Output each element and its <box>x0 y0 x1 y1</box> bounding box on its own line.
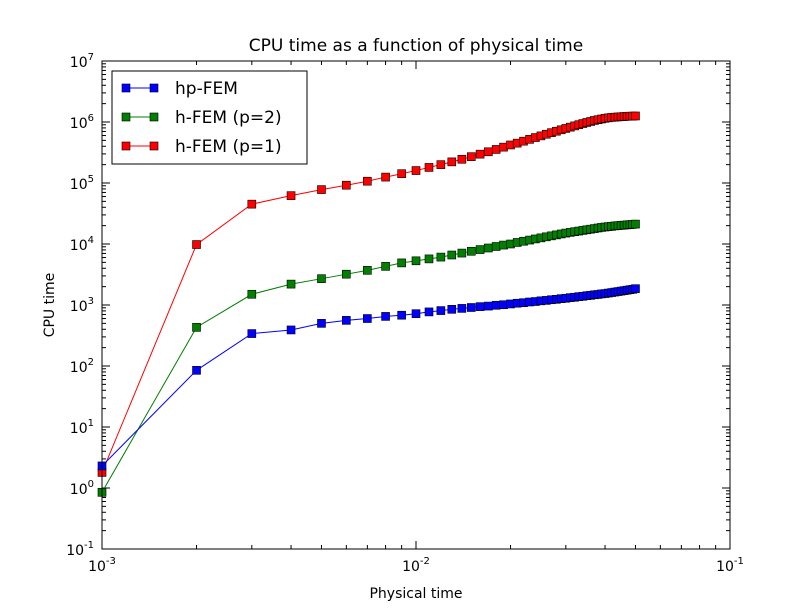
legend-item: h-FEM (p=2) <box>121 108 282 128</box>
legend-label: h-FEM (p=1) <box>175 137 282 157</box>
data-point <box>286 279 296 289</box>
series-2 <box>97 111 640 477</box>
x-axis-label: Physical time <box>369 586 462 602</box>
data-point <box>491 242 501 251</box>
data-point <box>466 246 476 256</box>
legend: hp-FEM h-FEM (p=2) h-FEM (p=1) <box>111 70 308 165</box>
data-point <box>192 323 201 332</box>
y-tick-label: 105 <box>70 174 94 193</box>
data-point <box>466 152 476 161</box>
data-point <box>436 306 446 315</box>
series-1 <box>97 219 640 497</box>
y-tick-label: 103 <box>70 296 94 315</box>
axes-ticks: 10-3 10-2 10-1 10-1 100 101 102 103 104 105 106 107 <box>66 52 744 575</box>
data-point <box>436 252 446 262</box>
data-point <box>457 248 467 258</box>
y-tick-label: 101 <box>70 418 94 437</box>
legend-label: hp-FEM <box>175 79 238 99</box>
data-point <box>192 366 201 375</box>
x-tick-label: 10-2 <box>402 556 430 575</box>
legend-marker <box>121 141 131 151</box>
x-tick-label: 10-1 <box>716 556 744 575</box>
data-point <box>381 312 390 321</box>
y-tick-label: 106 <box>70 113 94 132</box>
data-point <box>447 305 457 314</box>
legend-item: h-FEM (p=1) <box>121 137 282 157</box>
data-point <box>447 250 457 260</box>
legend-marker <box>121 83 131 93</box>
data-point <box>631 219 640 229</box>
y-tick-label: 10-1 <box>66 540 94 559</box>
legend-label: h-FEM (p=2) <box>175 108 282 128</box>
data-point <box>192 240 201 249</box>
data-point <box>247 199 257 209</box>
data-point <box>342 316 351 325</box>
data-point <box>247 329 257 338</box>
data-point <box>397 258 406 268</box>
axes-frame <box>101 60 731 550</box>
y-axis-label: CPU time <box>42 273 58 338</box>
data-point <box>397 169 406 179</box>
y-tick-label: 102 <box>70 357 94 376</box>
data-point <box>475 302 485 311</box>
series-0 <box>97 284 640 471</box>
series-layer <box>97 111 640 497</box>
data-point <box>466 303 476 312</box>
data-point <box>447 157 457 167</box>
data-point <box>397 310 406 320</box>
y-tick-label: 104 <box>70 235 94 254</box>
y-tick-label: 107 <box>70 52 94 71</box>
data-point <box>457 304 467 313</box>
data-point <box>631 284 640 294</box>
data-point <box>381 262 390 271</box>
data-point <box>317 319 326 328</box>
data-point <box>317 185 326 194</box>
data-point <box>342 180 351 190</box>
data-point <box>286 191 296 200</box>
legend-marker <box>149 83 159 93</box>
data-point <box>286 325 296 335</box>
data-point <box>484 243 493 253</box>
data-point <box>247 289 257 299</box>
data-point <box>424 254 434 264</box>
y-tick-label: 100 <box>70 479 94 498</box>
legend-item: hp-FEM <box>121 79 238 99</box>
data-point <box>631 111 640 121</box>
legend-marker <box>149 141 159 151</box>
data-point <box>411 309 421 319</box>
legend-marker <box>121 112 131 122</box>
data-point <box>475 245 485 254</box>
data-point <box>436 160 446 169</box>
data-point <box>381 172 390 182</box>
data-point <box>363 176 372 186</box>
legend-marker <box>149 112 159 122</box>
data-point <box>475 149 485 159</box>
data-point <box>491 300 501 310</box>
data-point <box>424 307 434 317</box>
data-point <box>411 256 421 266</box>
data-point <box>317 274 326 283</box>
data-point <box>411 166 421 175</box>
data-point <box>363 266 372 275</box>
data-point <box>424 163 434 172</box>
x-tick-label: 10-3 <box>88 556 116 575</box>
data-point <box>491 145 501 154</box>
data-point <box>457 154 467 164</box>
chart-title: CPU time as a function of physical time <box>249 36 583 56</box>
data-point <box>484 301 493 311</box>
data-point <box>342 269 351 279</box>
data-point <box>484 147 493 157</box>
data-point <box>363 314 372 323</box>
